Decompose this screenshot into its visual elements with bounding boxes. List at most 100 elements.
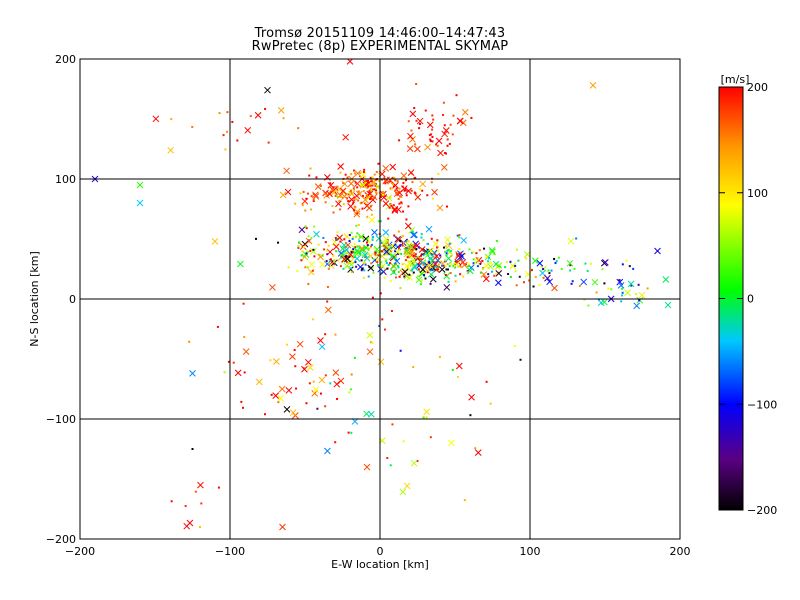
colorbar-label: [m/s] [721,73,750,86]
data-point-dot [306,266,309,269]
data-point-x [337,377,345,385]
data-point-dot [630,284,633,287]
data-point-dot [445,205,448,208]
data-point-x [357,233,365,241]
data-point-dot [589,262,592,265]
data-point-dot [428,134,431,137]
data-point-dot [322,236,325,239]
data-point-dot [344,173,347,176]
data-point-dot [378,324,381,327]
data-point-dot [423,274,426,277]
data-point-x [283,167,290,175]
data-point-dot [470,116,473,119]
data-point-dot [352,169,355,172]
data-point-x [317,253,324,261]
data-point-dot [412,177,415,180]
data-point-dot [216,325,219,328]
data-point-dot [312,198,315,201]
data-point-x [264,86,271,94]
data-point-dot [409,250,412,253]
data-point-dot [236,139,239,142]
data-point-dot [341,253,344,256]
data-point-dot [412,254,415,257]
data-point-dot [479,271,482,274]
data-point-dot [448,242,451,245]
data-point-dot [242,406,245,409]
data-point-dot [375,192,378,195]
data-point-dot [431,135,434,138]
data-point-dot [451,368,454,371]
data-point-x [382,235,390,243]
data-point-dot [417,268,420,271]
data-point-dot [635,293,638,296]
data-point-dot [493,253,496,256]
data-point-dot [603,282,606,285]
data-point-dot [407,240,410,243]
data-point-dot [444,260,447,263]
data-point-dot [371,341,374,344]
data-point-x [411,262,418,270]
data-point-x [441,130,449,138]
data-point-dot [402,243,405,246]
data-point-dot [469,414,472,417]
data-point-dot [318,253,321,256]
data-point-dot [446,249,449,252]
data-point-dot [200,502,203,505]
colorbar-tick-label: −200 [747,504,777,517]
data-point-x [167,146,175,154]
data-point-dot [312,248,315,251]
data-point-x [403,482,411,490]
data-point-dot [307,283,310,286]
data-point-dot [420,236,423,239]
data-point-dot [364,261,367,264]
data-point-dot [381,178,384,181]
data-point-x [589,82,597,89]
data-point-dot [446,263,449,266]
data-point-dot [424,277,427,280]
data-point-x [289,409,297,416]
data-point-dot [315,176,318,179]
data-point-dot [329,382,332,385]
data-point-dot [339,265,342,268]
data-point-x [366,331,374,339]
data-point-dot [357,199,360,202]
data-point-dot [339,240,342,243]
data-point-dot [618,279,621,282]
data-point-dot [425,416,428,419]
data-point-x [353,208,361,215]
data-point-dot [366,203,369,206]
data-point-x [269,283,276,291]
data-point-dot [349,388,352,391]
data-point-dot [346,249,349,252]
data-point-dot [395,244,398,247]
data-point-dot [355,198,358,201]
data-point-dot [302,246,305,249]
data-point-x [414,145,421,153]
data-point-dot [349,191,352,194]
data-point-x [624,289,631,297]
data-point-dot [442,101,445,104]
data-point-x [433,252,441,260]
data-point-x [539,269,546,277]
data-point-dot [375,189,378,192]
data-point-dot [431,140,434,143]
data-point-dot [376,260,379,263]
y-tick-label: −200 [46,533,76,546]
data-point-dot [406,239,409,242]
data-point-x [404,222,412,230]
data-point-dot [509,260,512,263]
data-point-dot [397,271,400,274]
data-point-dot [304,225,307,228]
data-point-dot [350,271,353,274]
data-point-dot [451,133,454,136]
data-point-dot [430,237,433,240]
data-point-dot [542,268,545,271]
data-point-dot [409,269,412,272]
data-point-dot [339,208,342,211]
data-point-x [405,187,412,195]
data-point-x [431,188,438,196]
data-point-dot [481,259,484,262]
data-point-dot [436,239,439,242]
data-point-dot [444,250,447,253]
data-point-dot [307,192,310,195]
